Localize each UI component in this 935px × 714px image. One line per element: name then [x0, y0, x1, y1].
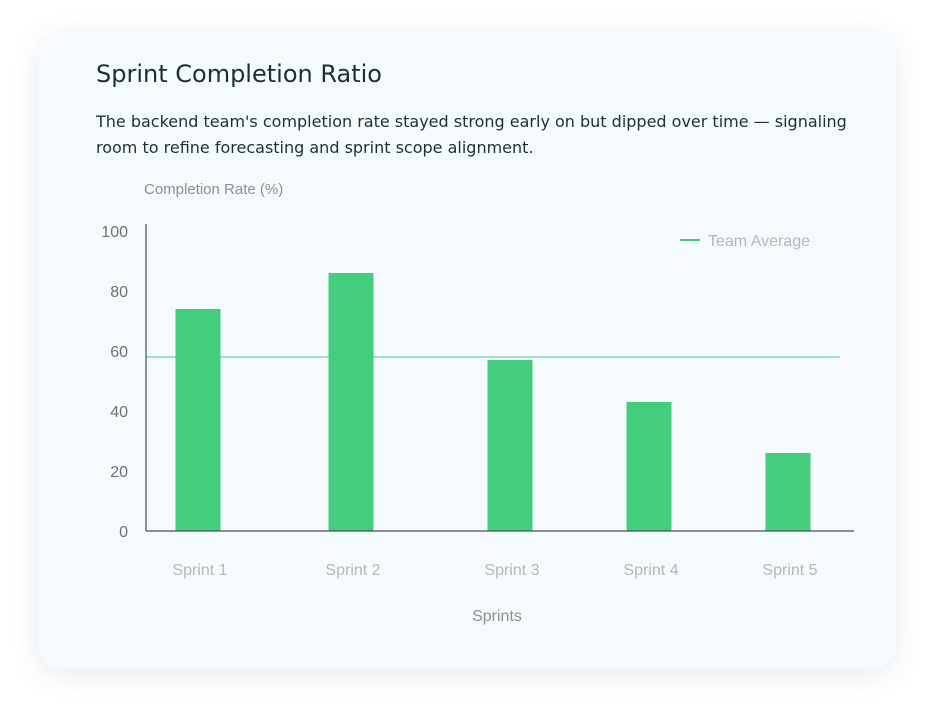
chart-card: Sprint Completion Ratio The backend team…: [38, 31, 896, 669]
bar-5: [765, 453, 811, 531]
x-tick-label: Sprint 3: [484, 562, 539, 579]
bar-1: [175, 309, 221, 531]
x-tick-label: Sprint 1: [172, 562, 227, 579]
bar-4: [626, 402, 672, 531]
chart-card-description: The backend team's completion rate staye…: [96, 112, 847, 157]
bars-group: [175, 273, 811, 531]
y-tick-label: 40: [110, 404, 128, 421]
legend-label: Team Average: [708, 233, 810, 250]
bar-chart: Completion Rate (%) Sprints 0 20 40 60 80 100…: [101, 181, 854, 625]
y-tick-label: 0: [119, 524, 128, 541]
x-tick-label: Sprint 5: [762, 562, 817, 579]
y-tick-label: 100: [101, 224, 128, 241]
bar-2: [328, 273, 374, 531]
y-axis-label: Completion Rate (%): [144, 181, 283, 198]
x-tick-label: Sprint 4: [623, 562, 678, 579]
y-tick-label: 60: [110, 344, 128, 361]
y-tick-label: 20: [110, 464, 128, 481]
x-ticks-group: Sprint 1 Sprint 2 Sprint 3 Sprint 4 Sprint 5: [172, 562, 817, 579]
chart-card-title: Sprint Completion Ratio: [96, 60, 382, 88]
y-ticks-group: 0 20 40 60 80 100: [101, 224, 128, 541]
legend: Team Average: [680, 233, 810, 250]
bar-3: [487, 360, 533, 531]
x-tick-label: Sprint 2: [325, 562, 380, 579]
x-axis-label: Sprints: [472, 608, 522, 625]
axes-group: [145, 224, 854, 532]
y-tick-label: 80: [110, 284, 128, 301]
